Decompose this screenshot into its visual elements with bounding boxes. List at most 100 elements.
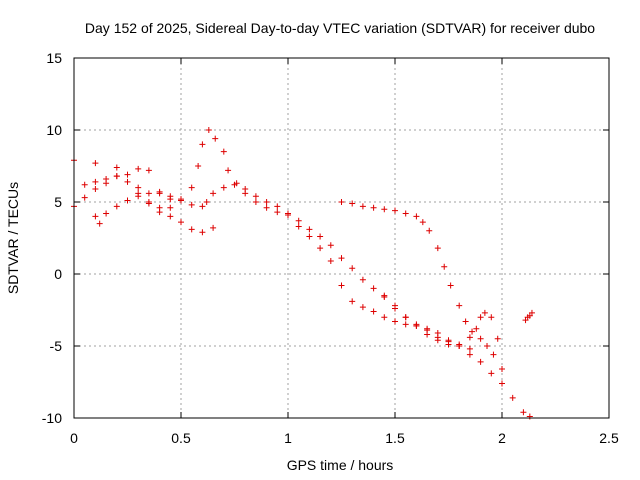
data-point — [359, 203, 366, 210]
data-point — [481, 309, 488, 316]
data-point — [462, 318, 469, 325]
data-point — [210, 224, 217, 231]
x-tick-label: 2 — [498, 430, 506, 446]
gridlines — [74, 58, 609, 418]
data-point — [96, 220, 103, 227]
data-point — [135, 193, 142, 200]
data-point — [92, 160, 99, 167]
data-point — [156, 204, 163, 211]
data-point — [528, 309, 535, 316]
data-point — [349, 298, 356, 305]
data-point — [295, 217, 302, 224]
data-point — [317, 233, 324, 240]
data-point — [466, 351, 473, 358]
data-points — [71, 127, 535, 420]
y-tick-label: 10 — [46, 122, 62, 138]
data-point — [188, 184, 195, 191]
data-point — [145, 190, 152, 197]
data-point — [103, 210, 110, 217]
data-point — [413, 322, 420, 329]
data-point — [81, 194, 88, 201]
data-point — [359, 304, 366, 311]
data-point — [338, 199, 345, 205]
data-point — [424, 325, 431, 332]
data-point — [178, 219, 184, 226]
data-point — [263, 204, 270, 211]
data-point — [124, 171, 131, 178]
x-tick-label: 2.5 — [599, 430, 619, 446]
data-point — [466, 345, 473, 352]
data-point — [349, 200, 356, 207]
data-point — [413, 213, 420, 220]
data-point — [381, 314, 388, 321]
data-point — [473, 325, 480, 332]
data-point — [499, 366, 505, 373]
data-point — [520, 409, 527, 416]
data-point — [419, 219, 426, 226]
data-point — [484, 343, 491, 349]
data-point — [441, 263, 448, 270]
data-point — [477, 314, 484, 321]
data-point — [392, 318, 398, 325]
data-point — [92, 186, 99, 193]
data-point — [92, 178, 99, 185]
data-point — [145, 167, 152, 174]
data-point — [381, 206, 388, 213]
satellite-track-4 — [92, 188, 174, 227]
data-point — [477, 358, 484, 365]
data-point — [274, 203, 281, 210]
data-point — [135, 165, 142, 172]
data-point — [220, 184, 227, 191]
data-point — [274, 209, 281, 216]
data-point — [203, 199, 210, 205]
data-point — [124, 178, 131, 185]
data-point — [494, 335, 501, 342]
data-point — [167, 213, 174, 220]
data-point — [392, 207, 398, 214]
data-point — [434, 337, 441, 344]
data-point — [370, 285, 377, 292]
data-point — [317, 245, 324, 252]
data-point — [103, 175, 110, 182]
data-point — [242, 186, 249, 193]
data-point — [445, 341, 452, 348]
data-point — [426, 227, 433, 234]
data-point — [210, 190, 217, 197]
data-point — [92, 213, 99, 220]
y-tick-label: 0 — [54, 266, 62, 282]
data-point — [306, 233, 313, 240]
x-tick-label: 1 — [284, 430, 292, 446]
data-point — [220, 148, 227, 155]
data-point — [135, 184, 142, 191]
data-point — [477, 335, 484, 342]
satellite-track-7 — [522, 309, 535, 324]
data-point — [490, 351, 497, 358]
data-point — [392, 302, 398, 309]
data-point — [252, 193, 259, 200]
data-point — [488, 370, 495, 377]
data-point — [167, 193, 174, 200]
data-point — [456, 341, 463, 348]
y-axis-label: SDTVAR / TECUs — [5, 182, 21, 294]
data-point — [370, 204, 377, 211]
data-point — [327, 258, 334, 265]
axis-ticks: 0 0.5 1 1.5 2 2.5 -10 -5 0 5 10 15 — [42, 50, 619, 446]
y-tick-label: 5 — [54, 194, 62, 210]
data-point — [156, 188, 163, 195]
data-point — [199, 141, 206, 148]
y-tick-label: -5 — [50, 338, 63, 354]
data-point — [469, 328, 476, 335]
satellite-track-5 — [338, 199, 505, 373]
data-point — [124, 197, 131, 204]
plot-frame — [73, 57, 610, 419]
data-point — [113, 164, 120, 171]
x-axis-label: GPS time / hours — [287, 457, 394, 473]
data-point — [306, 226, 313, 233]
data-point — [381, 292, 388, 299]
y-tick-label: 15 — [46, 50, 62, 66]
data-point — [113, 203, 120, 210]
data-point — [195, 163, 202, 169]
data-point — [509, 394, 516, 401]
